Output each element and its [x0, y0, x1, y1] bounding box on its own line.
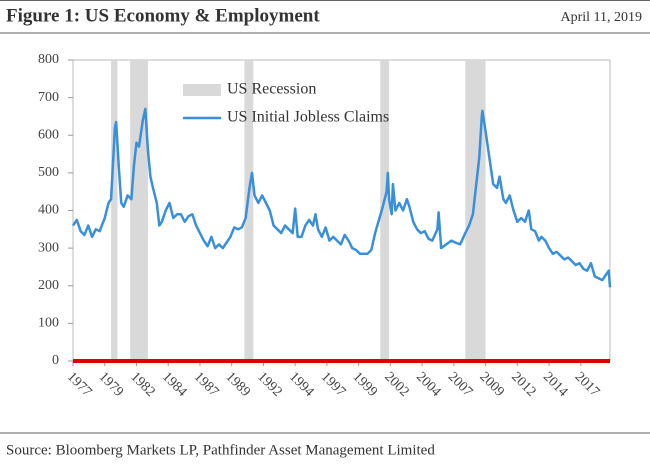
chart-title: Figure 1: US Economy & Employment	[6, 5, 320, 26]
x-tick-label: 2012	[508, 369, 538, 399]
x-tick-label: 2007	[445, 369, 475, 399]
x-tick-label: 1979	[96, 369, 126, 399]
x-tick-label: 1994	[286, 369, 316, 399]
recession-band	[465, 60, 486, 361]
x-tick-label: 1977	[64, 369, 94, 399]
recession-band	[111, 60, 118, 361]
x-tick-label: 2004	[413, 369, 443, 399]
recession-band	[130, 60, 148, 361]
y-tick-label: 400	[38, 203, 59, 218]
x-tick-label: 2002	[381, 369, 411, 399]
y-tick-label: 700	[38, 90, 59, 105]
x-tick-label: 1989	[223, 369, 253, 399]
y-tick-label: 200	[38, 278, 59, 293]
y-tick-label: 300	[38, 240, 59, 255]
y-tick-label: 0	[52, 353, 59, 368]
x-tick-label: 1999	[350, 369, 380, 399]
chart-date: April 11, 2019	[560, 10, 642, 25]
legend-swatch	[183, 84, 221, 96]
x-tick-label: 2017	[572, 369, 602, 399]
recession-band	[244, 60, 254, 361]
y-tick-label: 800	[38, 52, 59, 67]
x-tick-label: 2014	[540, 369, 570, 399]
x-tick-label: 1984	[159, 369, 189, 399]
x-tick-label: 2009	[476, 369, 506, 399]
y-tick-label: 500	[38, 165, 59, 180]
legend-label: US Initial Jobless Claims	[227, 109, 389, 126]
x-tick-label: 1987	[191, 369, 221, 399]
x-tick-label: 1982	[127, 369, 157, 399]
x-tick-label: 1992	[254, 369, 284, 399]
chart-source: Source: Bloomberg Markets LP, Pathfinder…	[6, 442, 435, 458]
y-tick-label: 600	[38, 127, 59, 142]
x-tick-label: 1997	[318, 369, 348, 399]
legend-label: US Recession	[227, 81, 316, 98]
series-line	[71, 107, 612, 288]
y-tick-label: 100	[38, 316, 59, 331]
recession-band	[380, 60, 390, 361]
